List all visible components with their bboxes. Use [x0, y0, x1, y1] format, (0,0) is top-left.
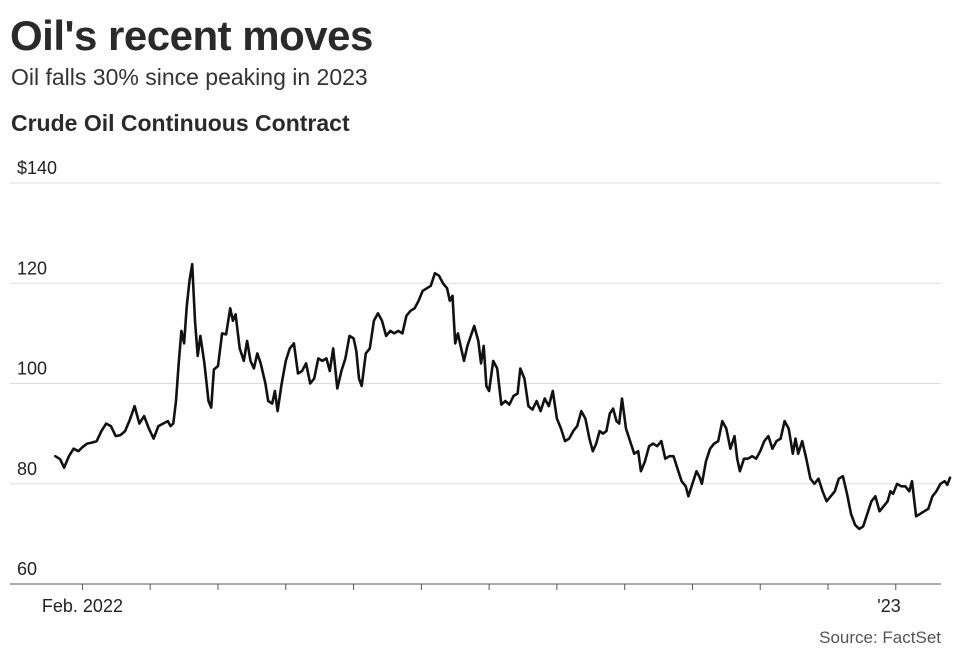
page-title: Oil's recent moves — [10, 12, 373, 59]
series-line-crude-oil — [54, 262, 952, 531]
y-tick-label: $140 — [17, 158, 57, 178]
x-axis: Feb. 2022 '23 — [10, 583, 941, 616]
y-tick-label: 80 — [17, 459, 37, 479]
chart-title: Crude Oil Continuous Contract — [11, 110, 350, 136]
gridlines — [10, 182, 941, 485]
y-tick-label: 100 — [17, 359, 47, 379]
page-subtitle: Oil falls 30% since peaking in 2023 — [11, 64, 368, 90]
y-axis-ticks: 60 80 100 120 $140 — [17, 158, 57, 579]
source-note: Source: FactSet — [819, 628, 941, 647]
y-tick-label: 60 — [17, 559, 37, 579]
y-tick-label: 120 — [17, 258, 47, 278]
x-tick-label: Feb. 2022 — [42, 596, 123, 616]
series-layer — [54, 262, 952, 531]
x-tick-label: '23 — [877, 596, 900, 616]
